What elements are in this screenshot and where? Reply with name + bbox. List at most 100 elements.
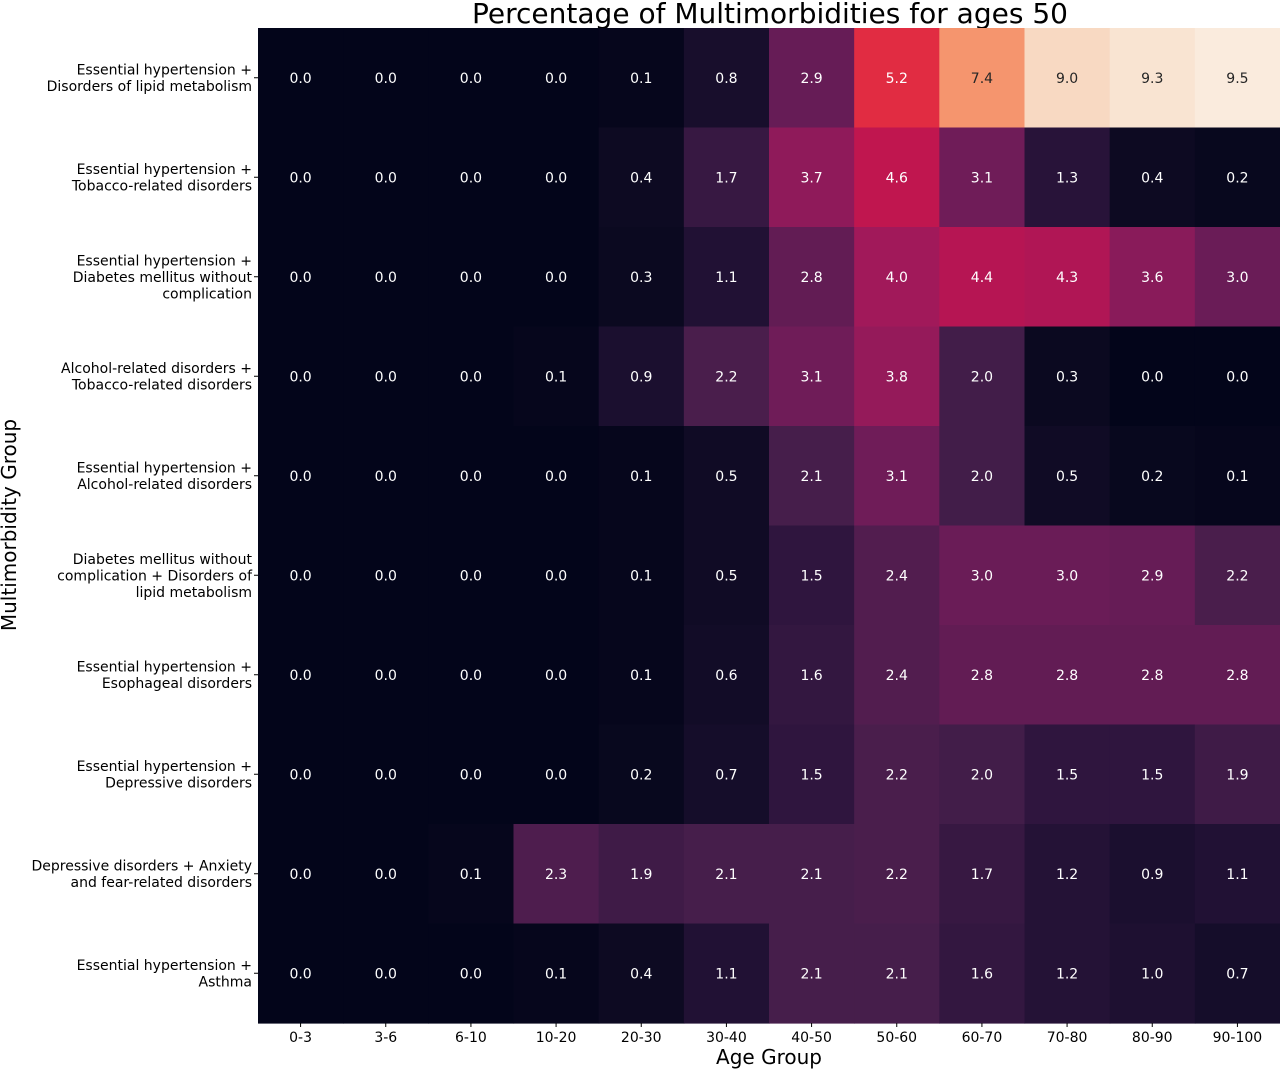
y-tick-label-line: Diabetes mellitus without: [73, 270, 253, 286]
y-tick-label: Essential hypertension + Alcohol-related …: [77, 461, 252, 494]
y-tick-label-line: Essential hypertension +: [77, 958, 252, 974]
heatmap-cell-value: 4.6: [886, 170, 908, 186]
heatmap-cell-value: 0.0: [545, 568, 567, 584]
heatmap-cell-value: 0.0: [460, 767, 482, 783]
heatmap-cell: [683, 28, 770, 129]
heatmap-cell-value: 0.0: [545, 668, 567, 684]
heatmap-cell: [1024, 227, 1111, 328]
heatmap-cell: [598, 824, 685, 925]
heatmap-cell-value: 0.5: [715, 469, 737, 485]
heatmap-cell: [598, 426, 685, 527]
heatmap-cell: [1109, 824, 1196, 925]
y-tick-label: Essential hypertension + Asthma: [77, 958, 252, 991]
heatmap-cell-value: 0.0: [375, 668, 397, 684]
heatmap-cell-value: 2.9: [800, 71, 822, 87]
heatmap-cell-value: 0.0: [460, 568, 482, 584]
heatmap-cell: [1194, 28, 1280, 129]
heatmap-cell-value: 1.5: [800, 568, 822, 584]
heatmap-cell: [683, 824, 770, 925]
y-tick-label-line: Esophageal disorders: [102, 676, 252, 692]
x-tick-label: 20-30: [621, 1030, 662, 1046]
heatmap-cell: [683, 525, 770, 626]
heatmap-cell-value: 2.9: [1141, 568, 1163, 584]
heatmap-cell: [428, 326, 515, 427]
heatmap-cell: [1024, 724, 1111, 825]
y-tick-label-line: and fear-related disorders: [71, 875, 253, 891]
y-tick-label-line: Diabetes mellitus without: [73, 552, 253, 568]
heatmap-cell: [598, 625, 685, 726]
heatmap-cell: [854, 824, 940, 925]
heatmap-cell-value: 2.0: [971, 469, 993, 485]
heatmap-cell-labels: 0.0 0.0 0.0 0.0 0.1 0.8 2.9 5.2 7.4 9.0 9.3 9.5 0.0 0…: [289, 71, 1248, 983]
heatmap-cell: [769, 824, 855, 925]
heatmap-cell: [1109, 724, 1196, 825]
heatmap-cell: [343, 426, 429, 527]
y-tick-label-line: Essential hypertension +: [77, 63, 252, 79]
heatmap-cell-value: 0.0: [460, 170, 482, 186]
heatmap-cell-value: 9.3: [1141, 71, 1163, 87]
heatmap-cell-value: 1.7: [715, 170, 737, 186]
heatmap-cell-value: 1.1: [715, 966, 737, 982]
heatmap-cell-value: 0.0: [289, 71, 311, 87]
heatmap-cell: [769, 127, 855, 228]
heatmap-cell-value: 3.0: [1226, 270, 1248, 286]
heatmap-cell-value: 0.1: [630, 668, 652, 684]
y-tick-label-line: Alcohol-related disorders: [77, 477, 252, 493]
heatmap-cell-value: 1.3: [1056, 170, 1078, 186]
heatmap-cell-value: 2.4: [886, 568, 908, 584]
heatmap-cell: [258, 426, 344, 527]
heatmap-cell-value: 2.1: [800, 469, 822, 485]
x-tick-label: 3-6: [374, 1030, 397, 1046]
y-tick-label-line: Alcohol-related disorders +: [61, 361, 252, 377]
heatmap-cell-value: 0.0: [289, 469, 311, 485]
y-tick-label-line: lipid metabolism: [136, 585, 252, 601]
heatmap-cell-value: 0.0: [460, 71, 482, 87]
heatmap-cell: [1109, 326, 1196, 427]
heatmap-cell-value: 0.2: [1226, 170, 1248, 186]
y-tick-label: Essential hypertension + Disorders of lip…: [47, 63, 252, 96]
x-tick-label: 40-50: [791, 1030, 832, 1046]
y-tick-label-line: Tobacco-related disorders: [71, 179, 252, 195]
heatmap-cell: [343, 28, 429, 129]
heatmap-cell-value: 0.0: [545, 71, 567, 87]
heatmap-cell: [683, 923, 770, 1024]
heatmap-cell-value: 0.4: [630, 170, 652, 186]
heatmap-cell-value: 2.2: [1226, 568, 1248, 584]
heatmap-cell-value: 0.0: [460, 966, 482, 982]
heatmap-cell: [343, 724, 429, 825]
heatmap-cell: [513, 127, 600, 228]
y-tick-label-line: Essential hypertension +: [77, 162, 252, 178]
heatmap-cell-value: 2.2: [886, 867, 908, 883]
heatmap-cell: [939, 824, 1026, 925]
heatmap-cell-value: 0.0: [375, 369, 397, 385]
heatmap-cell: [258, 525, 344, 626]
heatmap-cell-value: 2.4: [886, 668, 908, 684]
heatmap-cell: [1194, 326, 1280, 427]
heatmap-cell-value: 0.0: [545, 767, 567, 783]
heatmap-cell-value: 2.2: [715, 369, 737, 385]
heatmap-cell: [428, 28, 515, 129]
heatmap-cell: [939, 426, 1026, 527]
heatmap-cell: [854, 426, 940, 527]
heatmap-cell: [769, 28, 855, 129]
heatmap-cell-value: 2.8: [800, 270, 822, 286]
heatmap-cell: [598, 525, 685, 626]
heatmap-cell-value: 1.1: [715, 270, 737, 286]
heatmap-cell: [1109, 923, 1196, 1024]
y-axis-label: Multimorbidity Group: [0, 419, 21, 631]
x-tick-label: 70-80: [1047, 1030, 1088, 1046]
y-tick-label-line: Essential hypertension +: [77, 660, 252, 676]
heatmap-cell: [939, 923, 1026, 1024]
y-tick-label-line: Disorders of lipid metabolism: [47, 79, 252, 95]
heatmap-cell: [513, 227, 600, 328]
heatmap-cell: [1194, 127, 1280, 228]
heatmap-cell: [513, 28, 600, 129]
heatmap-cell-value: 1.2: [1056, 966, 1078, 982]
heatmap-cell-value: 4.0: [886, 270, 908, 286]
heatmap-cell-value: 0.0: [460, 668, 482, 684]
heatmap-cell: [939, 625, 1026, 726]
heatmap-cell-value: 0.0: [289, 966, 311, 982]
heatmap-cell-value: 0.1: [630, 568, 652, 584]
heatmap-cell-value: 2.1: [800, 966, 822, 982]
